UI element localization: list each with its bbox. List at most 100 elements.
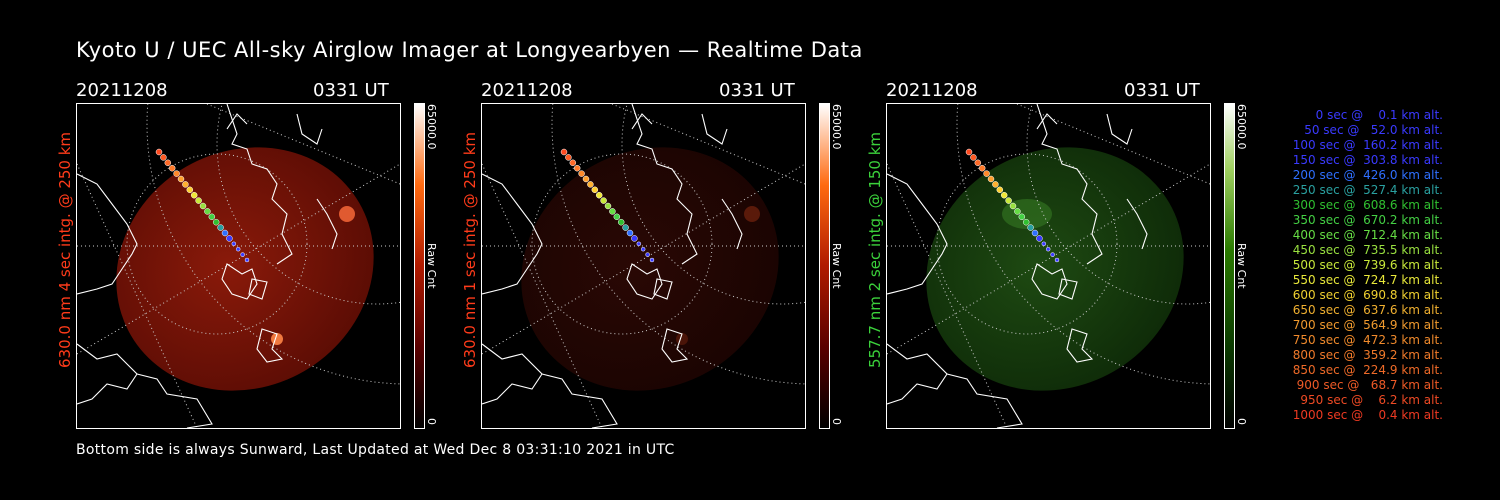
trajectory-point: [1036, 235, 1043, 242]
panel-2-date: 20211208: [481, 80, 573, 101]
panel-1-date: 20211208: [76, 80, 168, 101]
legend-item: 800 sec @ 359.2 km alt.: [1288, 348, 1443, 362]
trajectory-point: [231, 241, 237, 247]
trajectory-point: [1054, 257, 1060, 263]
trajectory-point: [983, 170, 990, 177]
panel-3-time: 0331 UT: [1124, 80, 1200, 101]
legend-item: 200 sec @ 426.0 km alt.: [1288, 168, 1443, 182]
trajectory-point: [235, 246, 241, 252]
sky-image: [521, 147, 779, 391]
trajectory-point: [217, 224, 224, 231]
panel-3-colorbar-unit: Raw Cnt: [1235, 243, 1248, 289]
trajectory-point: [1041, 241, 1047, 247]
trajectory-point: [1018, 213, 1026, 221]
trajectory-point: [978, 164, 986, 172]
sky-image: [116, 147, 374, 391]
trajectory-point: [240, 252, 245, 257]
trajectory-point: [631, 235, 638, 242]
trajectory-point: [221, 229, 229, 237]
legend-item: 100 sec @ 160.2 km alt.: [1288, 138, 1443, 152]
trajectory-point: [591, 186, 599, 194]
trajectory-point: [1027, 224, 1034, 231]
trajectory-point: [622, 224, 629, 231]
trajectory-point: [212, 218, 220, 226]
panel-2-colorbar-min: 0: [830, 418, 843, 425]
panel-2-colorbar: [819, 103, 830, 429]
panel-1-colorbar-unit: Raw Cnt: [425, 243, 438, 289]
footer-note: Bottom side is always Sunward, Last Upda…: [76, 442, 675, 458]
trajectory-point: [587, 181, 594, 188]
trajectory-point: [992, 181, 999, 188]
panel-3-colorbar-min: 0: [1235, 418, 1248, 425]
trajectory-point: [609, 208, 616, 215]
trajectory-point: [560, 148, 568, 156]
trajectory-point: [1022, 218, 1030, 226]
trajectory-point: [573, 164, 581, 172]
trajectory-point: [1009, 202, 1017, 210]
trajectory-point: [1050, 252, 1055, 257]
trajectory-point: [626, 229, 634, 237]
trajectory-point: [578, 170, 585, 177]
panel-3-date: 20211208: [886, 80, 978, 101]
panel-2-image: [481, 103, 806, 429]
trajectory-point: [649, 257, 655, 263]
trajectory-point: [186, 186, 194, 194]
legend-item: 250 sec @ 527.4 km alt.: [1288, 183, 1443, 197]
panel-2-colorbar-max: 65000.0: [830, 104, 843, 150]
panel-1-colorbar-min: 0: [425, 418, 438, 425]
panel-3-wavelength-label: 557.7 nm 2 sec intg. @ 150 km: [866, 131, 884, 368]
legend-item: 1000 sec @ 0.4 km alt.: [1292, 408, 1443, 422]
panel-1-wavelength-label: 630.0 nm 4 sec intg. @ 250 km: [56, 131, 74, 368]
legend-item: 850 sec @ 224.9 km alt.: [1288, 363, 1443, 377]
page-title: Kyoto U / UEC All-sky Airglow Imager at …: [76, 38, 863, 62]
trajectory-point: [645, 252, 650, 257]
trajectory-point: [208, 213, 216, 221]
trajectory-legend: 0 sec @ 0.1 km alt. 50 sec @ 52.0 km alt…: [1255, 108, 1443, 423]
trajectory-point: [965, 148, 973, 156]
legend-item: 450 sec @ 735.5 km alt.: [1288, 243, 1443, 257]
panel-2-wavelength-label: 630.0 nm 1 sec intg. @ 250 km: [461, 131, 479, 368]
panel-1-colorbar: [414, 103, 425, 429]
trajectory-point: [244, 257, 250, 263]
trajectory-point: [595, 191, 603, 199]
trajectory-point: [155, 148, 163, 156]
trajectory-point: [168, 164, 176, 172]
panel-1-colorbar-max: 65000.0: [425, 104, 438, 150]
legend-item: 500 sec @ 739.6 km alt.: [1288, 258, 1443, 272]
trajectory-point: [1014, 208, 1021, 215]
panel-2-time: 0331 UT: [719, 80, 795, 101]
legend-item: 900 sec @ 68.7 km alt.: [1292, 378, 1443, 392]
trajectory-point: [177, 175, 185, 183]
trajectory-point: [199, 202, 207, 210]
panel-3-colorbar: [1224, 103, 1235, 429]
legend-item: 650 sec @ 637.6 km alt.: [1288, 303, 1443, 317]
trajectory-point: [190, 191, 198, 199]
legend-item: 50 sec @ 52.0 km alt.: [1296, 123, 1443, 137]
trajectory-point: [582, 175, 590, 183]
trajectory-point: [617, 218, 625, 226]
panel-1-image: [76, 103, 401, 429]
trajectory-point: [1005, 197, 1012, 204]
panel-3-image: [886, 103, 1211, 429]
legend-item: 700 sec @ 564.9 km alt.: [1288, 318, 1443, 332]
legend-item: 0 sec @ 0.1 km alt.: [1304, 108, 1443, 122]
trajectory-point: [195, 197, 202, 204]
trajectory-point: [226, 235, 233, 242]
legend-item: 750 sec @ 472.3 km alt.: [1288, 333, 1443, 347]
trajectory-point: [160, 154, 167, 161]
trajectory-point: [974, 159, 982, 167]
trajectory-point: [173, 170, 180, 177]
legend-item: 300 sec @ 608.6 km alt.: [1288, 198, 1443, 212]
trajectory-point: [640, 246, 646, 252]
trajectory-point: [1045, 246, 1051, 252]
panel-2-colorbar-unit: Raw Cnt: [830, 243, 843, 289]
trajectory-point: [164, 159, 172, 167]
trajectory-point: [565, 154, 572, 161]
legend-item: 950 sec @ 6.2 km alt.: [1296, 393, 1443, 407]
sky-image: [926, 147, 1184, 391]
trajectory-point: [604, 202, 612, 210]
legend-item: 400 sec @ 712.4 km alt.: [1288, 228, 1443, 242]
legend-item: 350 sec @ 670.2 km alt.: [1288, 213, 1443, 227]
trajectory-point: [1031, 229, 1039, 237]
legend-item: 600 sec @ 690.8 km alt.: [1288, 288, 1443, 302]
